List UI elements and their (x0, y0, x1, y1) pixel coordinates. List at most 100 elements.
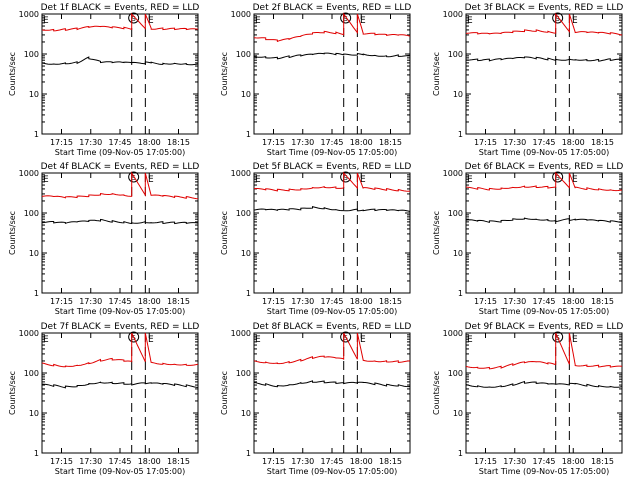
y-tick-label: 100 (24, 369, 39, 378)
x-tick-label: 18:15 (591, 457, 614, 466)
x-tick-label: 18:00 (138, 457, 161, 466)
saa-start-circle (552, 171, 564, 183)
start-marker: E (43, 175, 49, 185)
saa-start-circle (340, 331, 352, 343)
y-tick-label: 10 (241, 409, 251, 418)
y-tick-label: 10 (453, 409, 463, 418)
end-marker: E (148, 175, 154, 185)
x-tick-label: 17:45 (108, 457, 131, 466)
x-tick-label: 18:15 (379, 297, 402, 306)
x-tick-label: 17:45 (320, 138, 343, 147)
end-marker: E (360, 175, 366, 185)
chart-panel-4: Det 4f BLACK = Events, RED = LLD 1 10 100 10… (8, 162, 199, 316)
y-tick-label: 1 (246, 130, 251, 139)
x-tick-label: 17:30 (291, 297, 314, 306)
start-marker: E (255, 175, 261, 185)
y-tick-label: 100 (236, 209, 251, 218)
x-tick-label: 17:30 (503, 297, 526, 306)
chart-title: Det 3f BLACK = Events, RED = LLD (465, 3, 624, 13)
x-tick-label: 18:00 (350, 138, 373, 147)
lld-series-line (41, 171, 199, 200)
y-tick-label: 100 (24, 50, 39, 59)
x-axis-label: Start Time (09-Nov-05 17:05:00) (267, 467, 397, 476)
saa-marker: S (131, 174, 136, 182)
x-tick-label: 18:00 (562, 138, 585, 147)
y-tick-label: 100 (24, 209, 39, 218)
x-tick-label: 18:00 (138, 297, 161, 306)
events-series-line (41, 56, 199, 66)
x-tick-label: 17:45 (532, 138, 555, 147)
chart-panel-7: Det 7f BLACK = Events, RED = LLD 1 10 100 10… (8, 322, 199, 476)
events-series-line (465, 380, 623, 388)
x-tick-label: 17:15 (50, 138, 73, 147)
y-axis-label: Counts/sec (220, 211, 229, 255)
y-tick-label: 1000 (231, 169, 251, 178)
x-axis-label: Start Time (09-Nov-05 17:05:00) (479, 148, 609, 157)
x-tick-label: 17:45 (320, 297, 343, 306)
end-marker: E (572, 335, 578, 345)
start-marker: E (43, 335, 49, 345)
y-tick-label: 1 (246, 289, 251, 298)
plot-frame (41, 172, 199, 294)
x-tick-label: 17:30 (79, 138, 102, 147)
y-tick-label: 1000 (19, 10, 39, 19)
end-marker: E (148, 16, 154, 26)
plot-frame (253, 332, 411, 454)
chart-panel-6: Det 6f BLACK = Events, RED = LLD 1 10 100 10… (432, 162, 623, 316)
x-axis-label: Start Time (09-Nov-05 17:05:00) (479, 467, 609, 476)
x-tick-label: 17:45 (108, 297, 131, 306)
saa-start-circle (340, 12, 352, 24)
chart-panel-9: Det 9f BLACK = Events, RED = LLD 1 10 100 10… (432, 322, 623, 476)
x-axis-label: Start Time (09-Nov-05 17:05:00) (55, 148, 185, 157)
y-tick-label: 10 (29, 249, 39, 258)
lld-series-line (253, 171, 411, 192)
chart-title: Det 9f BLACK = Events, RED = LLD (465, 322, 624, 332)
y-axis-label: Counts/sec (432, 371, 441, 415)
x-axis-label: Start Time (09-Nov-05 17:05:00) (479, 307, 609, 316)
x-tick-label: 17:30 (291, 138, 314, 147)
end-marker: E (572, 16, 578, 26)
start-marker: E (43, 16, 49, 26)
saa-start-circle (128, 12, 140, 24)
chart-title: Det 5f BLACK = Events, RED = LLD (253, 162, 412, 172)
saa-start-circle (340, 171, 352, 183)
x-tick-label: 17:45 (532, 457, 555, 466)
x-tick-label: 17:15 (262, 138, 285, 147)
y-tick-label: 1000 (443, 329, 463, 338)
y-tick-label: 1000 (19, 169, 39, 178)
x-tick-label: 17:30 (79, 297, 102, 306)
y-tick-label: 100 (236, 369, 251, 378)
x-tick-label: 17:15 (50, 297, 73, 306)
x-tick-label: 17:15 (474, 297, 497, 306)
y-axis-label: Counts/sec (432, 211, 441, 255)
plot-frame (465, 332, 623, 454)
x-tick-label: 18:00 (562, 457, 585, 466)
chart-title: Det 1f BLACK = Events, RED = LLD (41, 3, 200, 13)
y-tick-label: 1 (34, 449, 39, 458)
chart-panel-3: Det 3f BLACK = Events, RED = LLD 1 10 100 10… (432, 3, 623, 157)
x-axis-label: Start Time (09-Nov-05 17:05:00) (55, 467, 185, 476)
x-tick-label: 18:00 (562, 297, 585, 306)
x-tick-label: 17:30 (503, 457, 526, 466)
events-series-line (253, 52, 411, 60)
x-tick-label: 18:00 (350, 457, 373, 466)
plot-frame (253, 13, 411, 135)
y-tick-label: 1 (246, 449, 251, 458)
events-series-line (253, 380, 411, 388)
plot-frame (41, 332, 199, 454)
lld-series-line (253, 332, 411, 365)
y-axis-label: Counts/sec (8, 371, 17, 415)
lld-series-line (41, 332, 199, 368)
x-tick-label: 18:00 (350, 297, 373, 306)
y-tick-label: 1 (458, 289, 463, 298)
chart-title: Det 2f BLACK = Events, RED = LLD (253, 3, 412, 13)
x-tick-label: 18:15 (167, 297, 190, 306)
y-tick-label: 1 (458, 130, 463, 139)
x-tick-label: 18:15 (379, 138, 402, 147)
x-tick-label: 17:15 (474, 138, 497, 147)
start-marker: E (467, 175, 473, 185)
chart-title: Det 6f BLACK = Events, RED = LLD (465, 162, 624, 172)
events-series-line (465, 217, 623, 224)
x-tick-label: 18:15 (167, 138, 190, 147)
